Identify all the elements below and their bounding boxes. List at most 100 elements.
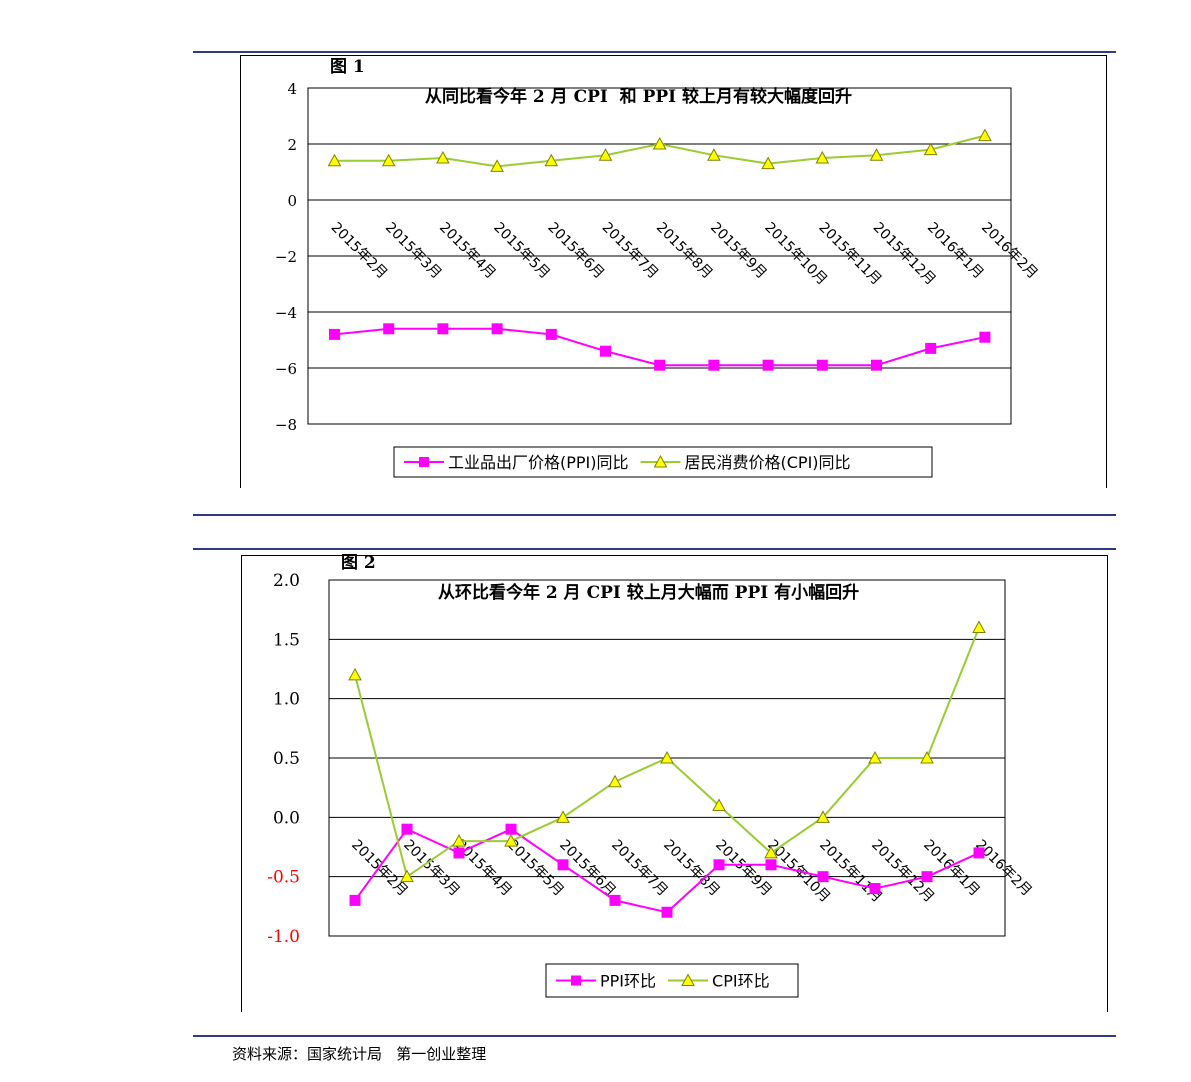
chart-2: 2.01.51.00.50.0-0.5-1.02015年2月2015年3月201…: [267, 571, 1035, 998]
data-point: [925, 342, 937, 354]
y-tick-label: 0.5: [273, 749, 300, 769]
legend: 工业品出厂价格(PPI)同比 居民消费价格(CPI)同比: [393, 446, 933, 478]
figure-2-upper-rule: [193, 514, 1116, 516]
data-point: [921, 871, 933, 883]
data-point: [979, 331, 991, 343]
x-category-label: 2015年5月: [490, 220, 553, 283]
legend-marker: [571, 975, 581, 986]
figure-2-frame: [241, 555, 1108, 1012]
legend-label: 居民消费价格(CPI)同比: [685, 453, 851, 472]
chart-1: 420−2−4−6−82015年2月2015年3月2015年4月2015年5月2…: [275, 80, 1041, 478]
y-tick-label: -1.0: [267, 927, 300, 947]
figure-1-title: 图 1 从同比看今年 2 月 CPI 和 PPI 较上月有较大幅度回升: [193, 22, 1116, 107]
data-point: [712, 798, 726, 811]
x-category-label: 2015年2月: [328, 220, 391, 283]
data-point: [765, 859, 777, 871]
data-point: [544, 153, 559, 167]
legend-marker: [419, 457, 429, 467]
figure-1-number: 图 1: [330, 57, 365, 77]
y-tick-label: 2: [287, 136, 297, 154]
data-point: [556, 810, 570, 823]
data-point: [815, 150, 830, 164]
y-tick-label: −2: [275, 248, 297, 266]
x-category-label: 2016年2月: [972, 837, 1035, 900]
data-point: [973, 847, 985, 859]
y-tick-label: 1.0: [273, 690, 300, 710]
legend-label: 工业品出厂价格(PPI)同比: [448, 453, 629, 472]
data-point: [764, 845, 778, 859]
y-tick-label: 1.5: [273, 630, 300, 650]
data-point: [400, 869, 414, 883]
data-point: [871, 359, 882, 371]
x-category-label: 2015年9月: [707, 220, 770, 283]
data-point: [978, 128, 992, 142]
data-point: [972, 620, 986, 633]
data-point: [490, 159, 504, 172]
data-point: [923, 142, 938, 156]
data-point: [349, 894, 361, 906]
legend: PPI环比 CPI环比: [545, 963, 799, 998]
x-category-label: 2015年7月: [599, 220, 662, 283]
data-point: [920, 750, 934, 764]
data-point: [348, 667, 362, 681]
data-point: [761, 156, 775, 170]
y-tick-label: -0.5: [267, 868, 300, 888]
data-point: [545, 328, 557, 340]
data-point: [436, 150, 450, 164]
source-note: 资料来源：国家统计局 第一创业整理: [232, 1045, 487, 1063]
legend-label: CPI环比: [712, 972, 770, 991]
data-point: [869, 148, 884, 161]
data-point: [437, 323, 449, 335]
data-point: [661, 906, 673, 918]
data-point: [505, 823, 517, 835]
x-category-label: 2015年8月: [653, 220, 716, 283]
data-point: [381, 153, 396, 167]
data-point: [654, 359, 666, 371]
x-category-label: 2015年4月: [436, 220, 499, 283]
figure-2-title: 图 2 从环比看今年 2 月 CPI 较上月大幅而 PPI 有小幅回升: [193, 518, 1116, 603]
data-point: [869, 883, 881, 895]
data-point: [452, 834, 466, 847]
y-tick-label: −4: [275, 304, 297, 322]
y-tick-label: 2.0: [273, 571, 300, 591]
figure-1-top-rule: [193, 51, 1116, 53]
figure-2-caption: 从环比看今年 2 月 CPI 较上月大幅而 PPI 有小幅回升: [438, 583, 860, 603]
bottom-rule: [193, 1035, 1116, 1037]
data-point: [329, 328, 340, 340]
data-point: [401, 823, 413, 835]
data-point: [327, 153, 342, 167]
data-point: [491, 323, 503, 335]
legend-label: PPI环比: [600, 972, 656, 991]
data-point: [868, 750, 882, 764]
data-point: [609, 894, 621, 906]
data-point: [708, 359, 720, 371]
legend-marker: [681, 973, 695, 986]
y-tick-label: 0.0: [273, 808, 300, 828]
figure-1-caption: 从同比看今年 2 月 CPI 和 PPI 较上月有较大幅度回升: [425, 87, 853, 107]
y-tick-label: −8: [275, 416, 297, 434]
data-point: [816, 810, 830, 823]
y-tick-label: 4: [287, 80, 297, 98]
figure-1-frame: [240, 55, 1107, 488]
data-point: [652, 136, 667, 150]
data-point: [557, 859, 569, 871]
data-point: [707, 148, 721, 161]
data-point: [600, 345, 611, 357]
data-point: [383, 323, 395, 335]
data-point: [817, 871, 829, 883]
data-point: [762, 359, 774, 371]
figure-2-number: 图 2: [341, 553, 376, 573]
data-point: [504, 834, 518, 847]
legend-marker: [653, 454, 668, 468]
data-point: [713, 859, 725, 871]
data-point: [608, 774, 622, 788]
data-point: [453, 847, 465, 859]
figure-2-lower-rule: [193, 548, 1116, 550]
x-category-label: 2015年3月: [382, 220, 445, 283]
x-category-label: 2016年2月: [978, 220, 1041, 283]
y-tick-label: −6: [275, 360, 297, 378]
data-point: [598, 148, 613, 161]
data-point: [660, 750, 674, 764]
x-category-label: 2015年6月: [544, 220, 607, 283]
